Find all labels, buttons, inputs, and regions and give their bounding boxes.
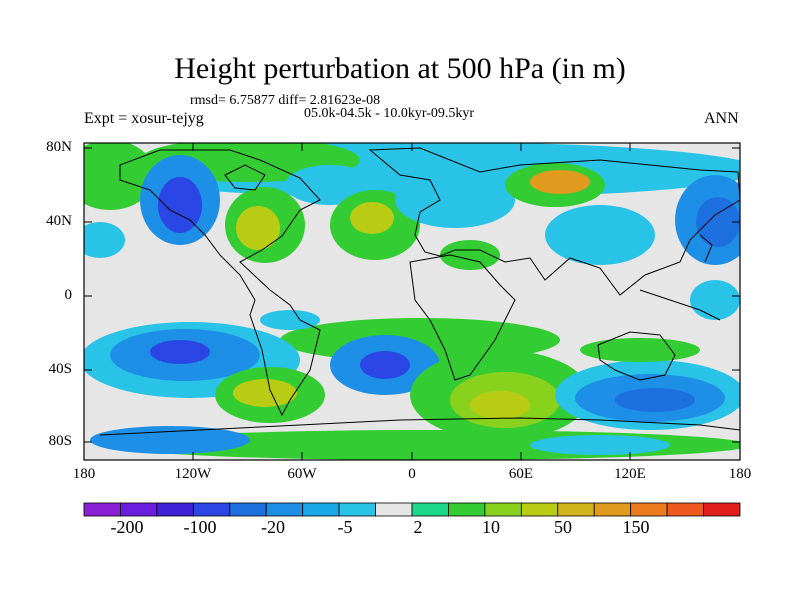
map-title: Height perturbation at 500 hPa (in m) — [174, 52, 626, 85]
sa-green-core — [233, 379, 297, 407]
lon-label: 0 — [408, 466, 416, 482]
colorbar-swatch — [120, 502, 158, 517]
colorbar-label: -100 — [183, 517, 217, 537]
colorbar-swatch — [557, 502, 595, 517]
colorbar-swatch — [703, 502, 741, 517]
colorbar — [83, 502, 741, 517]
colorbar-label: -200 — [110, 517, 144, 537]
colorbar-swatch — [192, 502, 231, 517]
lat-label: 40S — [48, 361, 72, 377]
colorbar-swatch — [484, 502, 522, 517]
colorbar-label: 50 — [554, 517, 572, 537]
sp-core — [150, 340, 210, 364]
io-core — [470, 391, 530, 419]
dateline-cyan — [84, 222, 125, 258]
colorbar-swatch — [520, 502, 559, 517]
trop-cyan — [260, 310, 320, 330]
coastline-icon — [99, 147, 740, 436]
colorbar-label: 150 — [622, 517, 650, 537]
aus-core — [615, 388, 695, 412]
period-text: 05.0k-04.5k - 10.0kyr-09.5kyr — [304, 106, 475, 121]
season-label: ANN — [704, 110, 739, 127]
na-core — [236, 206, 280, 250]
experiment-label: Expt = xosur-tejyg — [84, 110, 204, 127]
colorbar-swatch — [265, 502, 304, 517]
lat-label: 0 — [64, 287, 73, 303]
colorbar-label: 10 — [482, 517, 500, 537]
colorbar-swatch — [448, 502, 486, 517]
lon-label: 60W — [287, 466, 317, 482]
colorbar-label: 2 — [413, 517, 423, 537]
stats-text: rmsd= 6.75877 diff= 2.81623e-08 — [190, 93, 381, 108]
sa-core — [360, 351, 410, 379]
atl-core — [350, 202, 394, 234]
colorbar-swatch — [411, 502, 449, 517]
asia-cyan — [545, 205, 655, 265]
contour-field — [84, 143, 740, 460]
lon-label: 60E — [508, 466, 534, 482]
lon-label: 180 — [72, 466, 96, 482]
lon-label: 120E — [614, 466, 646, 482]
colorbar-swatch — [83, 502, 121, 517]
np-green — [84, 143, 155, 210]
lon-label: 180 — [728, 466, 752, 482]
colorbar-swatch — [156, 502, 194, 517]
colorbar-label: -5 — [337, 517, 353, 537]
npw-core — [696, 197, 740, 247]
colorbar-swatch — [302, 502, 340, 517]
lat-label: 40N — [46, 213, 72, 229]
colorbar-label: -20 — [261, 517, 285, 537]
lon-label: 120W — [174, 466, 212, 482]
colorbar-swatch — [338, 502, 376, 517]
colorbar-swatch — [229, 502, 267, 517]
lat-label: 80S — [48, 433, 72, 449]
lat-label: 80N — [46, 139, 72, 155]
colorbar-swatch — [666, 502, 704, 517]
colorbar-swatch — [593, 502, 632, 517]
colorbar-swatch — [630, 502, 668, 517]
med-green — [440, 240, 500, 270]
eu-cyan — [395, 172, 515, 228]
aus-green — [580, 338, 700, 362]
sib-core — [530, 170, 590, 194]
colorbar-swatch — [375, 502, 413, 517]
axis-ticks — [84, 143, 740, 460]
ross-blue — [90, 426, 250, 454]
wp-cyan — [690, 280, 740, 320]
ant-cyan — [530, 435, 670, 455]
np-core — [158, 177, 202, 233]
